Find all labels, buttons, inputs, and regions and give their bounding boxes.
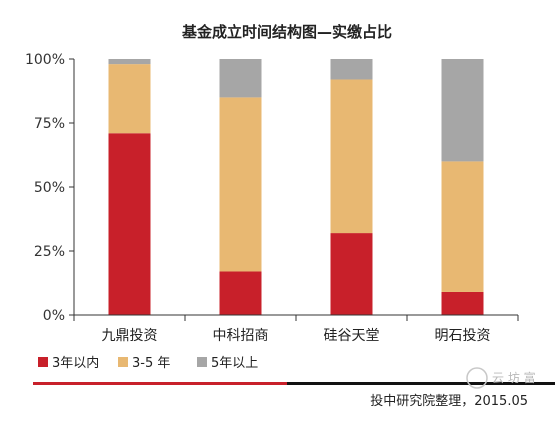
legend-swatch-1 xyxy=(38,357,48,367)
bar-segment-2-3 xyxy=(330,79,373,234)
bar-segment-1-2 xyxy=(219,271,262,315)
legend: 3年以内 3-5 年 5年以上 xyxy=(38,355,258,371)
bar-segment-2-1 xyxy=(108,64,151,134)
legend-swatch-3 xyxy=(197,357,207,367)
y-axis: 0% 25% 50% 75% 100% xyxy=(25,52,75,324)
y-tick-label: 25% xyxy=(34,244,65,260)
bar-segment-3-3 xyxy=(330,59,373,80)
bar-segment-1-1 xyxy=(108,133,151,315)
chart-title: 基金成立时间结构图—实缴占比 xyxy=(181,23,392,41)
bars-group xyxy=(108,59,484,315)
y-tick-label: 50% xyxy=(34,180,65,196)
y-tick-label: 75% xyxy=(34,116,65,132)
legend-label-1: 3年以内 xyxy=(52,355,99,371)
watermark: 云 坊 富 xyxy=(466,367,536,389)
legend-swatch-2 xyxy=(118,357,128,367)
legend-label-3: 5年以上 xyxy=(211,356,258,371)
watermark-text: 云 坊 富 xyxy=(492,370,536,385)
bar-segment-2-2 xyxy=(219,97,262,272)
y-tick-label: 100% xyxy=(25,52,65,68)
footer-rule-red xyxy=(33,382,287,385)
bar-segment-2-4 xyxy=(441,161,484,292)
bar-segment-1-4 xyxy=(441,291,484,315)
bar-segment-3-4 xyxy=(441,59,484,162)
bar-segment-1-3 xyxy=(330,233,373,315)
y-tick-label: 0% xyxy=(43,308,65,324)
x-tick-label: 中科招商 xyxy=(213,328,269,344)
x-tick-label: 九鼎投资 xyxy=(102,328,158,344)
watermark-icon xyxy=(466,367,488,389)
source-note: 投中研究院整理，2015.05 xyxy=(370,393,528,409)
x-axis: 九鼎投资 中科招商 硅谷天堂 明石投资 xyxy=(73,314,519,344)
legend-label-2: 3-5 年 xyxy=(132,356,170,371)
bar-segment-3-1 xyxy=(108,59,151,65)
footer-rule-black xyxy=(287,382,555,385)
x-tick-label: 硅谷天堂 xyxy=(324,328,380,344)
x-tick-label: 明石投资 xyxy=(435,328,491,344)
bar-segment-3-2 xyxy=(219,59,262,98)
